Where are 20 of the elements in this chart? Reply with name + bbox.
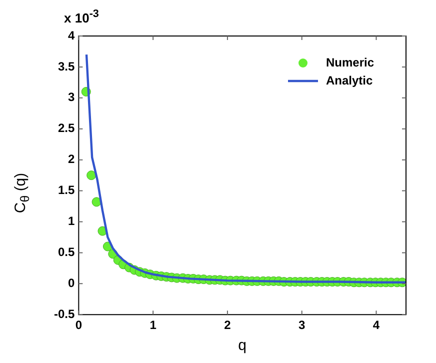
y-tick-label: 3.5 bbox=[58, 59, 75, 74]
y-tick-label: 1.5 bbox=[58, 183, 75, 198]
y-tick-label: 2 bbox=[68, 152, 75, 166]
x-tick-label: 3 bbox=[298, 318, 306, 332]
y-tick-label: 4 bbox=[68, 28, 75, 42]
point bbox=[92, 197, 102, 207]
x-tick-label: 1 bbox=[150, 318, 157, 332]
y-tick-label: 0 bbox=[68, 276, 75, 290]
legend-label: Analytic bbox=[326, 73, 374, 88]
y-tick-label: 2.5 bbox=[58, 121, 75, 136]
y-tick-label: 1 bbox=[68, 214, 75, 228]
legend-label: Numeric bbox=[326, 55, 374, 70]
text: x 10$^{-3}$ bbox=[64, 8, 99, 26]
y-tick-label: 0.5 bbox=[58, 245, 75, 259]
y-tick-label: -0.5 bbox=[54, 306, 75, 321]
x-tick-label: 2 bbox=[224, 318, 232, 332]
x-axis-title: q bbox=[238, 337, 247, 354]
x-tick-label: 4 bbox=[372, 318, 380, 332]
point bbox=[86, 170, 96, 180]
y-tick-label: 3 bbox=[68, 90, 75, 104]
